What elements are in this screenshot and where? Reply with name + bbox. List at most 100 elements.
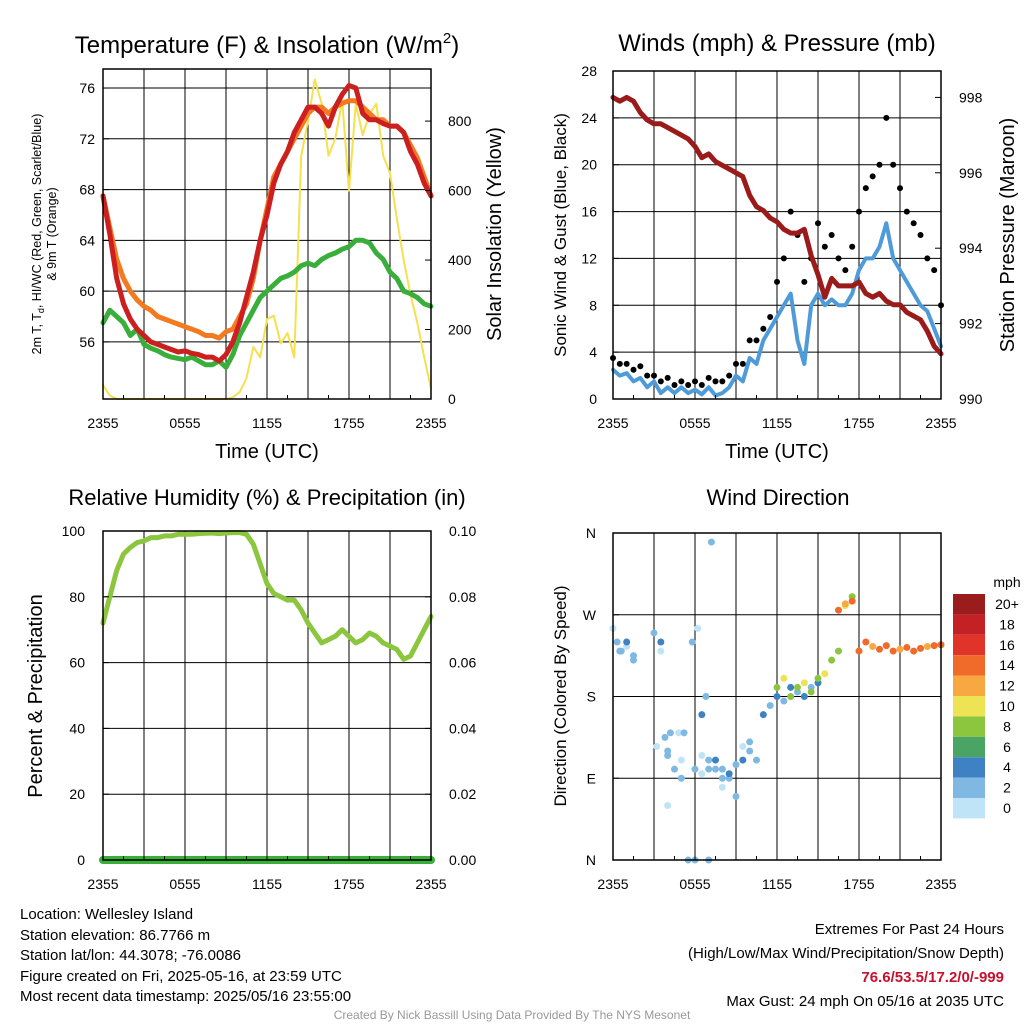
y-axis-label: 2m T, Td, HI/WC (Red, Green, Scarlet/Blu…: [30, 114, 46, 355]
x-tick-label: 2355: [597, 415, 628, 431]
direction-point: [800, 679, 808, 687]
x-tick-label: 1755: [843, 876, 874, 892]
gust-point: [842, 267, 849, 274]
y-tick-label: 60: [79, 283, 95, 299]
chart-title: Wind Direction: [706, 485, 849, 510]
direction-point: [725, 770, 733, 778]
legend-swatch: [953, 716, 985, 737]
y-right-tick-label: 0.06: [449, 655, 476, 671]
y-tick-label: N: [586, 852, 596, 868]
gust-point: [671, 381, 678, 388]
direction-point: [698, 770, 706, 778]
chart-title: Winds (mph) & Pressure (mb): [618, 30, 935, 57]
direction-point: [707, 538, 715, 546]
legend-label: 6: [1003, 739, 1011, 755]
gust-point: [719, 378, 726, 385]
direction-point: [739, 756, 747, 764]
direction-point: [664, 752, 672, 760]
legend-swatch: [953, 634, 985, 656]
legend-swatch: [953, 798, 985, 819]
y-axis-label: Percent & Precipitation: [25, 594, 47, 797]
gust-point: [787, 208, 794, 215]
direction-point: [787, 683, 795, 691]
direction-point: [691, 765, 699, 773]
legend-label: 2: [1003, 780, 1011, 796]
y-tick-label: W: [583, 607, 597, 623]
direction-point: [613, 638, 621, 646]
y-right-tick-label: 996: [959, 165, 983, 181]
y-axis-label-right: Station Pressure (Maroon): [997, 118, 1019, 353]
direction-point: [675, 729, 683, 737]
gust-point: [664, 374, 671, 381]
direction-point: [705, 756, 713, 764]
y-tick-label: 8: [589, 297, 597, 313]
x-tick-label: 1155: [762, 415, 792, 431]
extremes-values: 76.6/53.5/17.2/0/-999: [861, 969, 1004, 986]
gust-point: [712, 378, 719, 385]
speed-legend: mph 20+ 18 16 14 12 10 8 6 4 2 0: [953, 574, 1021, 819]
direction-point: [800, 693, 808, 700]
direction-point: [712, 765, 719, 773]
gust-point: [931, 267, 938, 274]
direction-point: [677, 756, 685, 764]
gust-point: [616, 360, 623, 367]
temp-2m-line: [100, 83, 434, 364]
station-info: Location: Wellesley Island Station eleva…: [20, 905, 351, 1008]
legend-title: mph: [993, 574, 1020, 590]
y-axis-label-line2: & 9m T (Orange): [45, 187, 59, 280]
gust-point: [924, 255, 931, 262]
direction-point: [787, 693, 795, 700]
direction-point: [657, 638, 665, 646]
direction-point: [746, 738, 754, 746]
gust-point: [883, 114, 890, 121]
gust-point: [849, 243, 856, 250]
gust-point: [726, 372, 733, 379]
created-text: Figure created on Fri, 2025-05-16, at 23…: [20, 967, 342, 985]
gust-point: [623, 360, 630, 367]
y-right-tick-label: 600: [448, 183, 472, 199]
gust-point: [753, 337, 760, 344]
x-tick-label: 1155: [252, 415, 282, 431]
direction-point: [746, 747, 754, 755]
direction-point: [862, 638, 870, 646]
y-tick-label: 68: [79, 182, 95, 198]
x-tick-label: 0555: [169, 415, 200, 431]
y-right-tick-label: 998: [959, 89, 983, 105]
gust-point: [821, 243, 828, 250]
direction-point: [718, 765, 726, 773]
legend-label: 14: [999, 657, 1015, 673]
direction-point: [712, 756, 719, 764]
y-tick-label: 24: [581, 110, 597, 126]
direction-point: [780, 697, 788, 705]
gust-point: [910, 220, 917, 227]
gust-point: [657, 378, 664, 385]
legend-label: 8: [1003, 718, 1011, 734]
gust-point: [835, 255, 842, 262]
y-tick-label: 40: [69, 720, 85, 736]
recent-timestamp-text: Most recent data timestamp: 2025/05/16 2…: [20, 988, 352, 1005]
extremes-title: Extremes For Past 24 Hours: [814, 921, 1004, 938]
direction-point: [694, 624, 702, 632]
chart-title: Temperature (F) & Insolation (W/m2): [75, 30, 459, 59]
direction-point: [930, 642, 938, 650]
x-tick-label: 2355: [87, 876, 118, 892]
gust-point: [705, 374, 712, 381]
y-tick-label: 20: [581, 157, 597, 173]
direction-point: [677, 774, 685, 782]
y-right-tick-label: 800: [448, 113, 472, 129]
wind-line: [611, 221, 943, 398]
x-tick-label: 2355: [415, 876, 446, 892]
direction-point: [917, 644, 924, 652]
gust-point: [897, 185, 903, 192]
gust-point: [692, 378, 698, 385]
gust-point: [760, 325, 767, 332]
direction-point: [896, 645, 904, 653]
gust-point: [869, 173, 876, 180]
direction-point: [753, 756, 760, 764]
legend-swatch: [953, 675, 985, 696]
x-tick-label: 1755: [843, 415, 874, 431]
x-tick-label: 1155: [252, 876, 282, 892]
y-axis-label-right: Solar Insolation (Yellow): [484, 127, 506, 341]
x-tick-label: 0555: [679, 415, 710, 431]
